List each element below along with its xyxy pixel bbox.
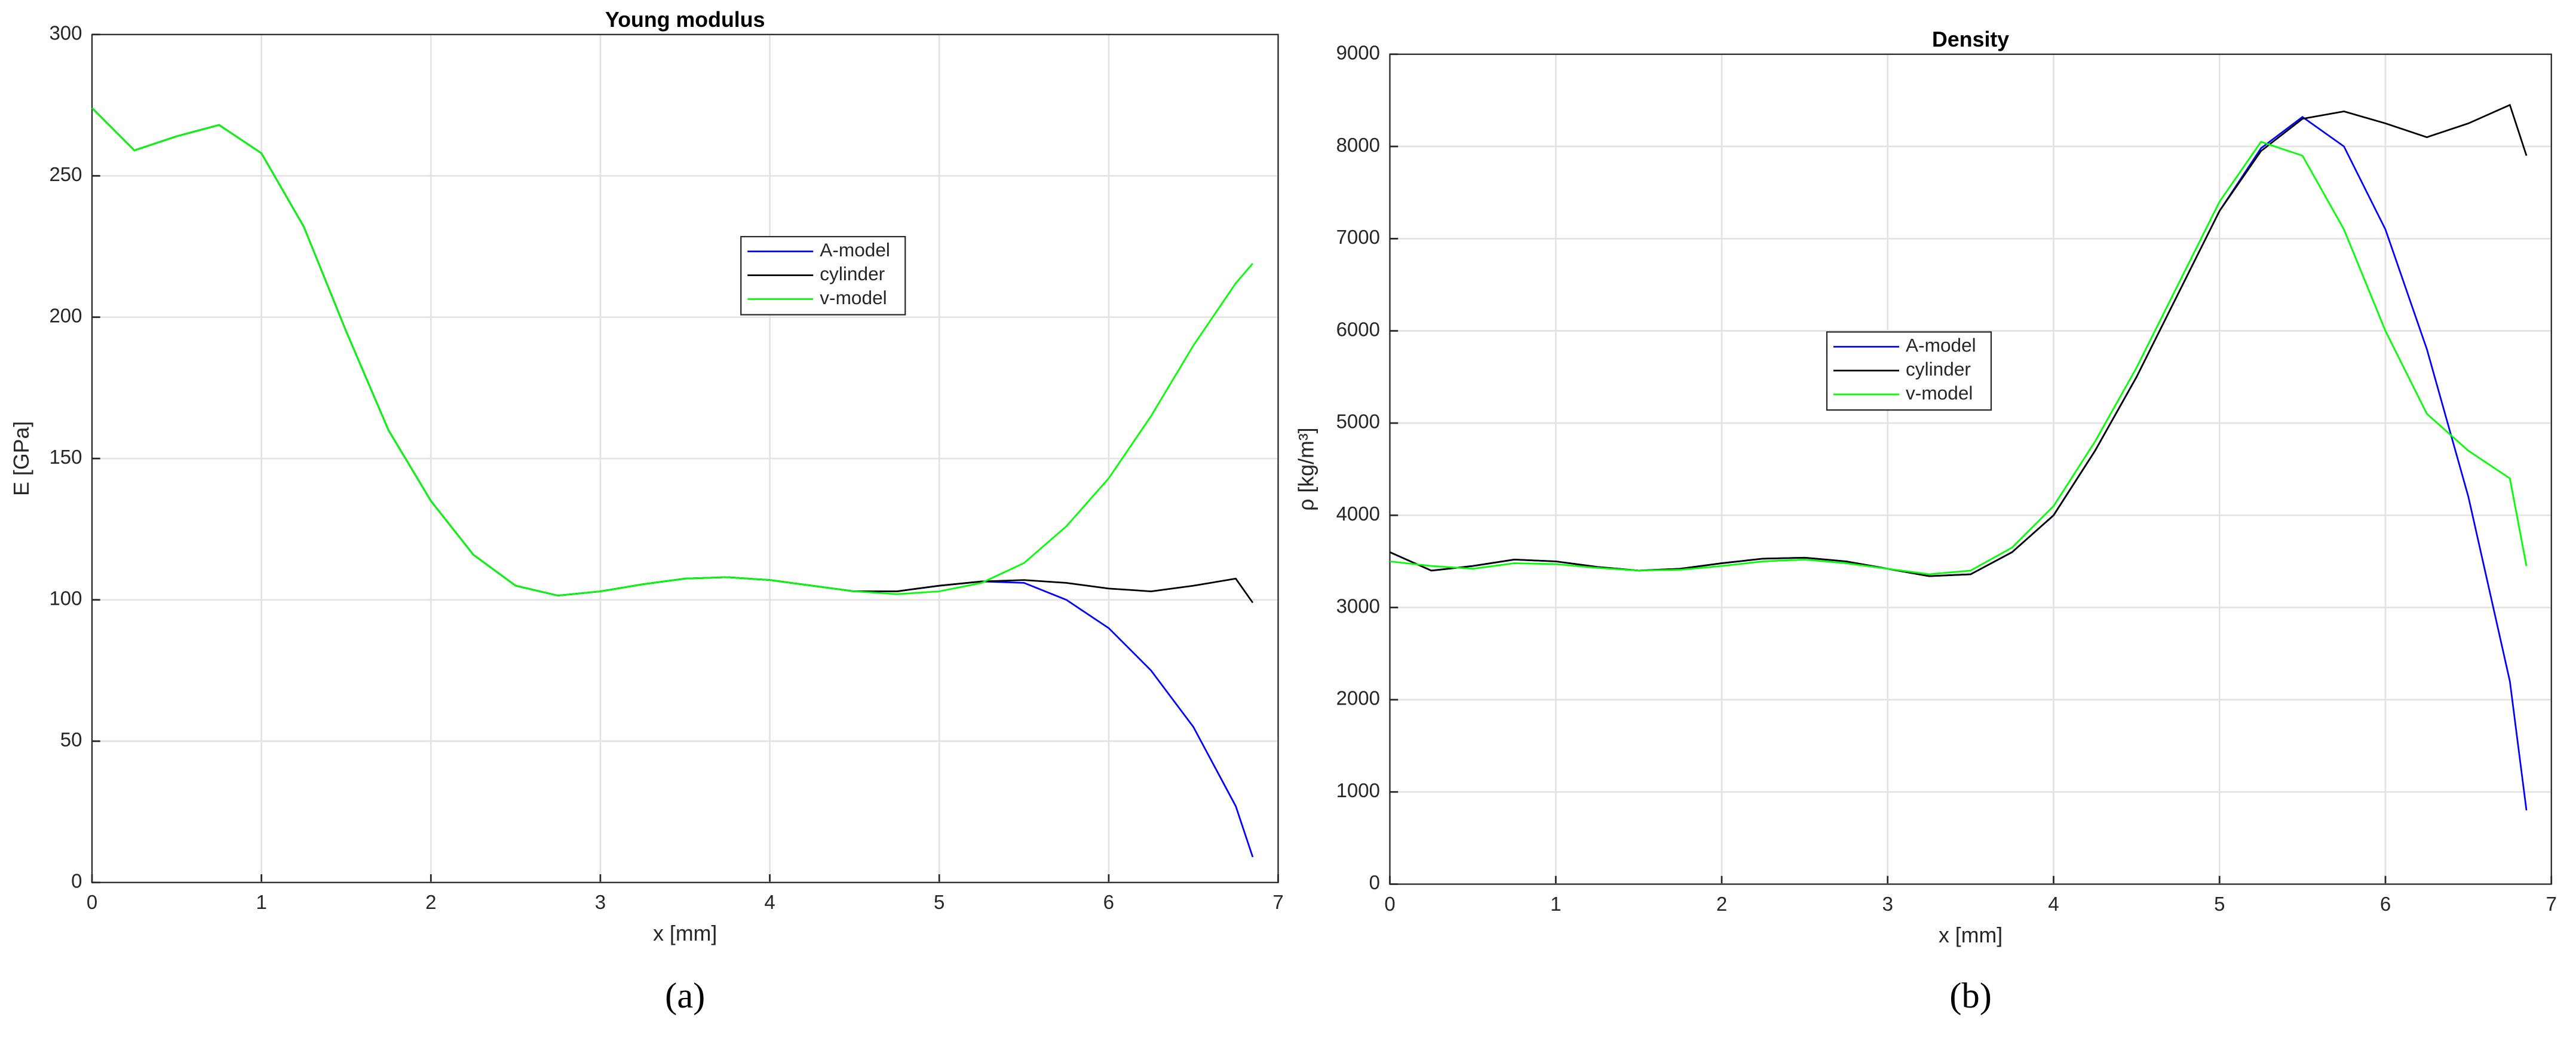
y-tick-label: 8000 bbox=[1336, 134, 1380, 156]
legend-label: cylinder bbox=[820, 263, 885, 284]
x-tick-label: 3 bbox=[595, 891, 606, 913]
y-tick-label: 2000 bbox=[1336, 687, 1380, 709]
x-tick-label: 1 bbox=[256, 891, 266, 913]
chart-title: Young modulus bbox=[605, 8, 765, 32]
x-tick-label: 4 bbox=[2048, 893, 2059, 915]
caption: (a) bbox=[665, 976, 705, 1016]
legend-label: v-model bbox=[820, 287, 887, 308]
plot-area bbox=[1390, 54, 2552, 884]
line-series bbox=[1390, 140, 2528, 575]
x-axis-label: x [mm] bbox=[653, 921, 717, 945]
line-series bbox=[1389, 103, 2528, 577]
x-tick-label: 7 bbox=[1272, 891, 1283, 913]
x-tick-label: 4 bbox=[764, 891, 775, 913]
y-tick-label: 100 bbox=[49, 587, 82, 609]
x-tick-label: 2 bbox=[1716, 893, 1727, 915]
x-tick-label: 0 bbox=[87, 891, 97, 913]
y-tick-label: 0 bbox=[71, 869, 82, 892]
x-tick-label: 1 bbox=[1550, 893, 1561, 915]
y-tick-label: 50 bbox=[60, 728, 82, 751]
plot-frame bbox=[1389, 53, 2552, 885]
x-tick-label: 5 bbox=[934, 891, 944, 913]
y-tick-label: 0 bbox=[1369, 871, 1380, 893]
x-tick-label: 5 bbox=[2214, 893, 2225, 915]
x-axis-label: x [mm] bbox=[1939, 923, 2002, 947]
y-tick-label: 1000 bbox=[1336, 779, 1380, 801]
x-tick-label: 6 bbox=[2380, 893, 2391, 915]
y-tick-label: 200 bbox=[49, 304, 82, 326]
y-tick-label: 3000 bbox=[1336, 595, 1380, 617]
plot-frame bbox=[91, 33, 1279, 883]
y-tick-label: 150 bbox=[49, 446, 82, 468]
y-tick-label: 5000 bbox=[1336, 411, 1380, 433]
y-tick-label: 4000 bbox=[1336, 503, 1380, 525]
y-axis-label: E [GPa] bbox=[10, 421, 33, 496]
y-axis-label: ρ [kg/m³] bbox=[1294, 427, 1318, 511]
caption: (b) bbox=[1949, 976, 1992, 1016]
legend-label: A-model bbox=[1906, 335, 1976, 356]
y-tick-label: 6000 bbox=[1336, 318, 1380, 340]
x-tick-label: 3 bbox=[1882, 893, 1893, 915]
legend-label: cylinder bbox=[1906, 358, 1971, 379]
legend-label: A-model bbox=[820, 239, 890, 261]
legend-label: v-model bbox=[1906, 382, 1973, 403]
y-tick-label: 250 bbox=[49, 163, 82, 185]
x-tick-label: 0 bbox=[1384, 893, 1395, 915]
y-tick-label: 9000 bbox=[1336, 41, 1380, 63]
x-tick-label: 2 bbox=[425, 891, 436, 913]
x-tick-label: 6 bbox=[1103, 891, 1114, 913]
line-series bbox=[91, 107, 1254, 597]
x-tick-label: 7 bbox=[2546, 893, 2557, 915]
y-tick-label: 7000 bbox=[1336, 226, 1380, 248]
y-tick-label: 300 bbox=[49, 22, 82, 44]
chart-title: Density bbox=[1932, 27, 2009, 51]
